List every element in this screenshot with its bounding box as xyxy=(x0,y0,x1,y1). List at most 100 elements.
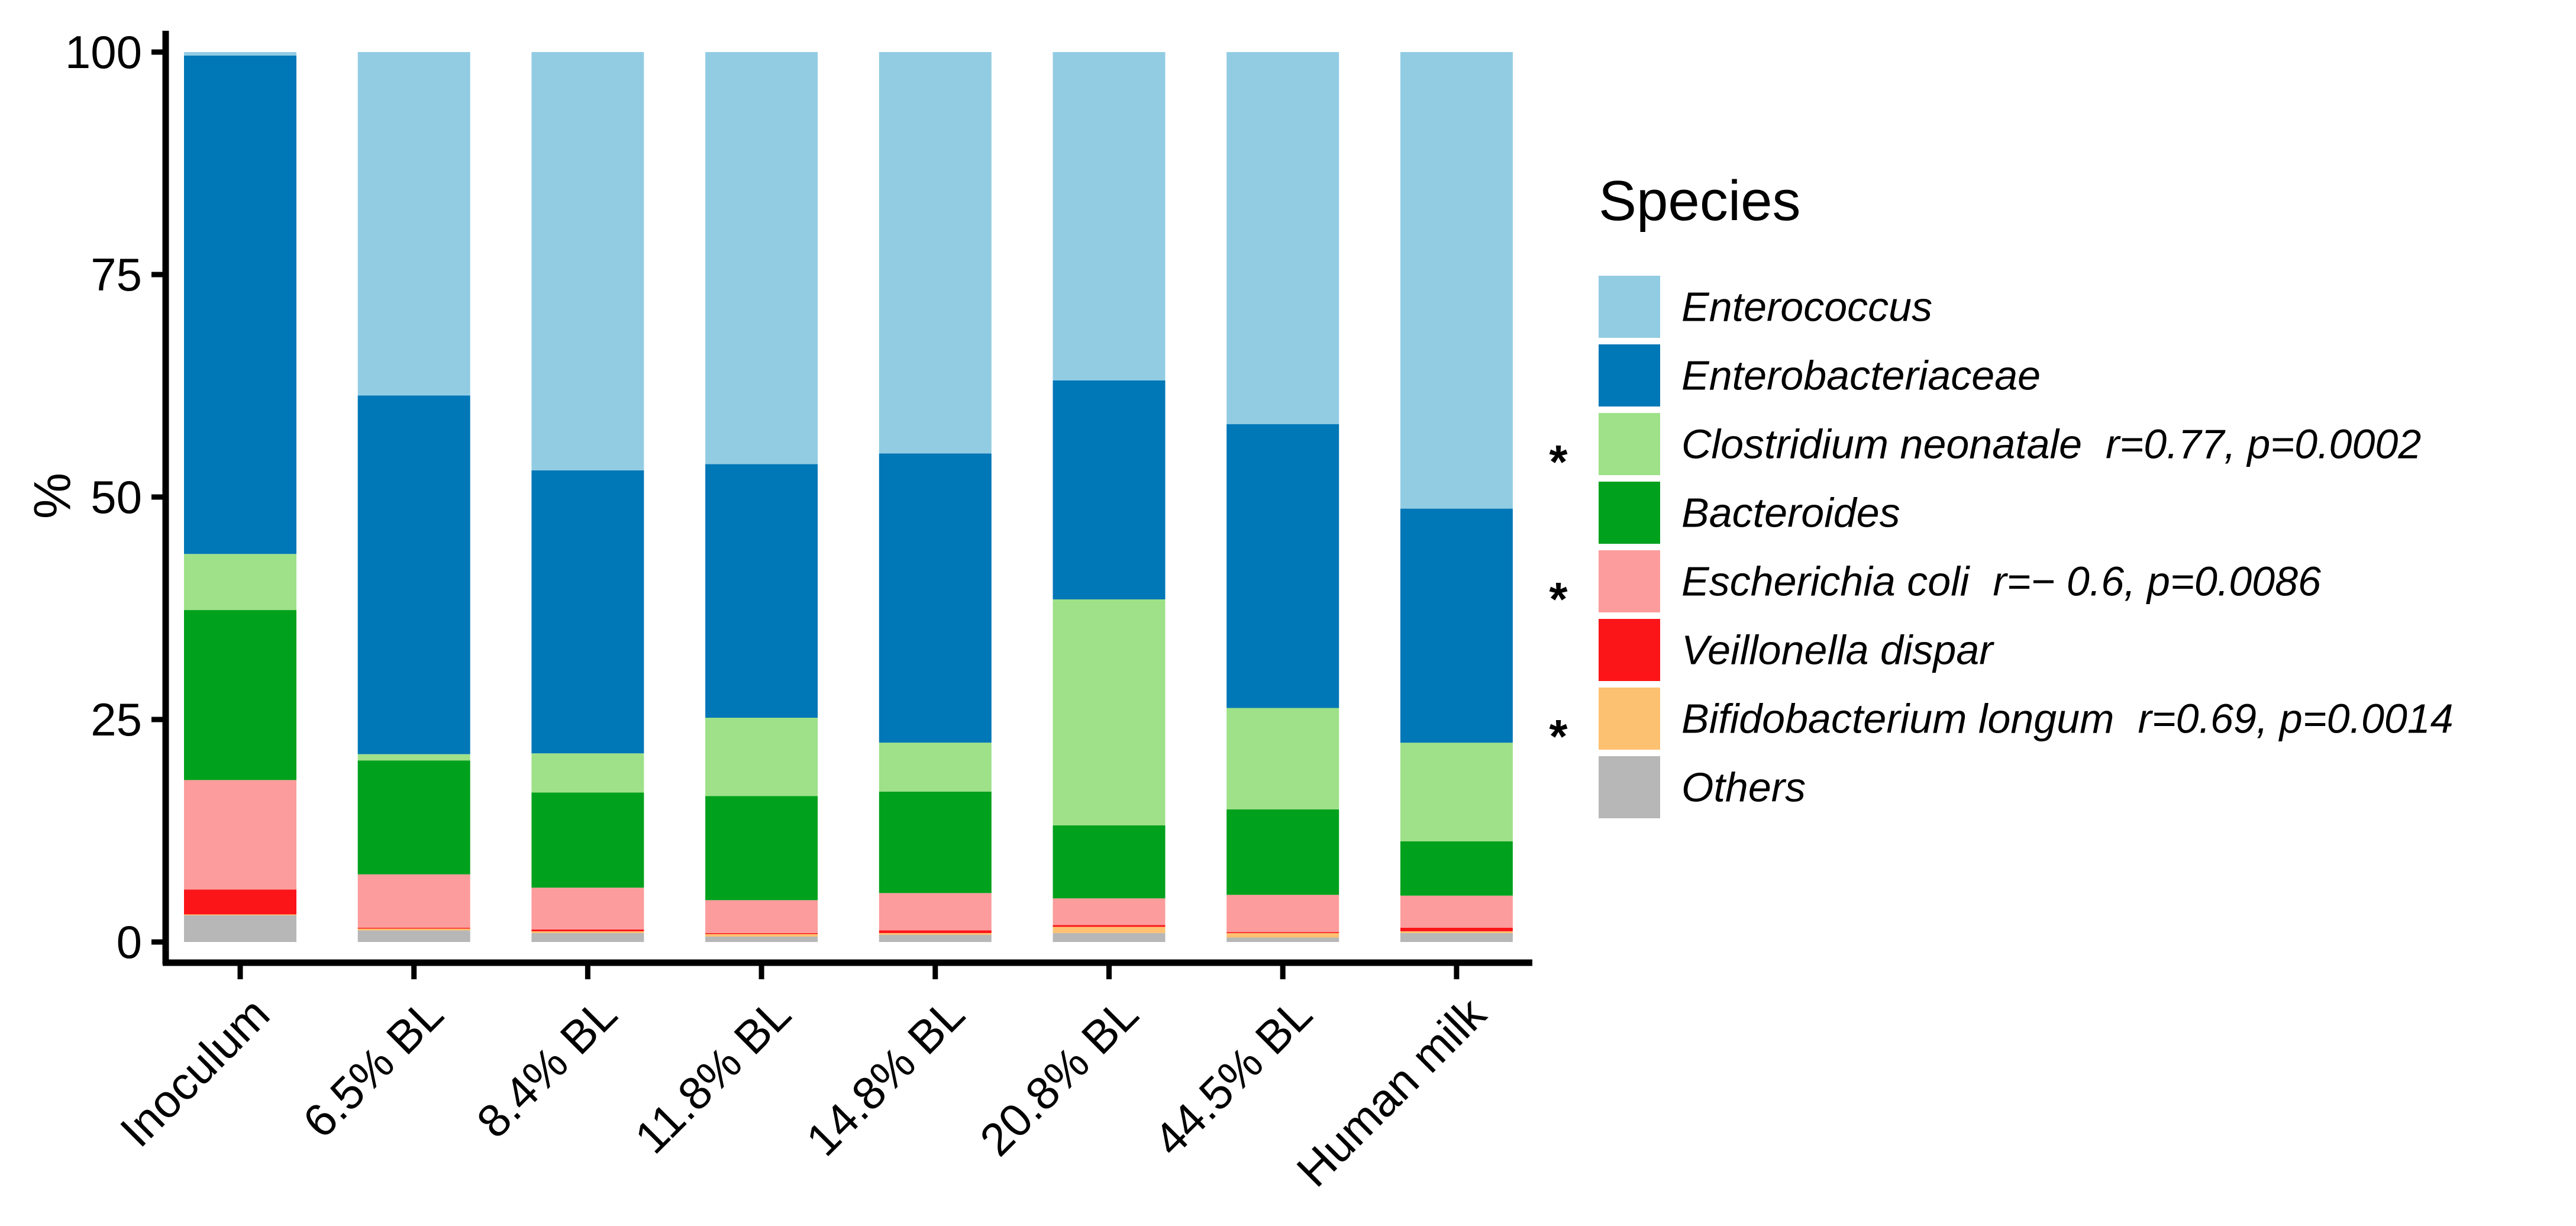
legend-label: Clostridium neonatale xyxy=(1681,421,2082,467)
bar-segment-enterobacteriaceae xyxy=(1053,380,1166,599)
legend-stat: r=0.77, p=0.0002 xyxy=(2106,421,2421,467)
y-tick-label: 100 xyxy=(65,26,142,78)
bars-group xyxy=(184,52,1513,942)
bar-segment-bifidobacterium-longum xyxy=(1400,931,1513,933)
significance-star: * xyxy=(1549,435,1568,488)
legend-key xyxy=(1599,756,1660,818)
x-tick-label: Human milk xyxy=(1287,987,1496,1196)
bar-segment-enterococcus xyxy=(705,52,818,464)
bar-segment-clostridium-neonatale xyxy=(1226,708,1339,809)
bar-segment-bacteroides xyxy=(879,791,992,893)
legend-item-others: Others xyxy=(1599,756,1806,818)
bar-segment-bacteroides xyxy=(357,760,470,875)
bar-stack-44-5-bl xyxy=(1226,52,1339,942)
bar-segment-bacteroides xyxy=(1053,825,1166,899)
x-tick-label: 6.5% BL xyxy=(293,988,453,1148)
bar-segment-veillonella-dispar xyxy=(705,933,818,934)
bar-segment-clostridium-neonatale xyxy=(879,743,992,792)
bar-segment-enterobacteriaceae xyxy=(705,464,818,718)
y-ticks-group: 0 25 50 75 100 xyxy=(65,26,166,968)
bar-segment-escherichia-coli xyxy=(705,900,818,933)
bar-segment-clostridium-neonatale xyxy=(1400,743,1513,841)
y-tick-label: 50 xyxy=(91,471,142,523)
legend-key xyxy=(1599,688,1660,750)
bar-segment-clostridium-neonatale xyxy=(184,554,296,611)
bar-segment-bifidobacterium-longum xyxy=(705,934,818,937)
bar-segment-enterobacteriaceae xyxy=(357,395,470,754)
bar-stack-20-8-bl xyxy=(1053,52,1166,942)
bar-segment-veillonella-dispar xyxy=(1400,927,1513,931)
bar-segment-enterococcus xyxy=(1226,52,1339,424)
bar-segment-enterococcus xyxy=(184,52,296,56)
legend-label: Others xyxy=(1681,764,1806,811)
legend-item-veillonella-dispar: Veillonella dispar xyxy=(1599,619,1994,681)
bar-segment-enterobacteriaceae xyxy=(1400,508,1513,743)
legend-label: Veillonella dispar xyxy=(1681,627,1994,673)
bar-segment-veillonella-dispar xyxy=(357,927,470,929)
x-tick-label: 44.5% BL xyxy=(1144,988,1322,1166)
bar-segment-clostridium-neonatale xyxy=(705,718,818,796)
bar-segment-others xyxy=(357,930,470,942)
bar-segment-others xyxy=(184,915,296,942)
legend-label: Bacteroides xyxy=(1681,490,1900,536)
bar-segment-enterococcus xyxy=(1053,52,1166,380)
bar-segment-enterobacteriaceae xyxy=(1226,424,1339,708)
y-tick-label: 0 xyxy=(117,916,142,968)
bar-segment-bifidobacterium-longum xyxy=(879,933,992,935)
bar-stack-inoculum xyxy=(184,52,296,942)
legend-key xyxy=(1599,550,1660,612)
legend-item-bifidobacterium-longum: * Bifidobacterium longum r=0.69, p=0.0014 xyxy=(1549,688,2454,763)
bar-segment-enterococcus xyxy=(879,52,992,454)
legend-key xyxy=(1599,482,1660,544)
bar-segment-bifidobacterium-longum xyxy=(531,931,644,933)
y-axis-label: % xyxy=(23,473,82,519)
bar-segment-escherichia-coli xyxy=(1053,898,1166,925)
bar-segment-veillonella-dispar xyxy=(1053,925,1166,927)
bar-segment-escherichia-coli xyxy=(1400,895,1513,928)
x-tick-label: Inoculum xyxy=(110,988,279,1157)
significance-star: * xyxy=(1549,573,1568,625)
bar-segment-bacteroides xyxy=(705,796,818,901)
legend: Species Enterococcus Enterobacteriaceae * C… xyxy=(1549,169,2454,818)
bar-segment-bacteroides xyxy=(531,792,644,888)
bar-segment-clostridium-neonatale xyxy=(1053,599,1166,825)
bar-segment-enterobacteriaceae xyxy=(879,453,992,743)
bar-segment-enterobacteriaceae xyxy=(184,56,296,554)
legend-key xyxy=(1599,276,1660,338)
bar-segment-clostridium-neonatale xyxy=(357,754,470,761)
y-tick-label: 25 xyxy=(91,693,142,746)
legend-label: Enterobacteriaceae xyxy=(1681,353,2041,399)
bar-segment-enterococcus xyxy=(1400,52,1513,509)
bar-segment-others xyxy=(705,937,818,942)
bar-segment-bacteroides xyxy=(184,610,296,780)
bar-segment-enterococcus xyxy=(531,52,644,470)
x-tick-label: 14.8% BL xyxy=(796,988,974,1166)
bar-stack-6-5-bl xyxy=(357,52,470,942)
bar-segment-others xyxy=(879,935,992,942)
y-tick-label: 75 xyxy=(91,249,142,301)
bar-segment-bifidobacterium-longum xyxy=(1053,927,1166,933)
bar-segment-others xyxy=(1053,933,1166,942)
legend-key xyxy=(1599,619,1660,681)
bar-segment-veillonella-dispar xyxy=(1226,932,1339,933)
bar-segment-veillonella-dispar xyxy=(184,889,296,915)
legend-key xyxy=(1599,413,1660,475)
legend-label: Enterococcus xyxy=(1681,284,1932,330)
bar-segment-others xyxy=(1400,933,1513,942)
bar-segment-bifidobacterium-longum xyxy=(184,914,296,915)
legend-item-enterobacteriaceae: Enterobacteriaceae xyxy=(1599,344,2041,406)
legend-stat: r=− 0.6, p=0.0086 xyxy=(1993,559,2321,605)
bar-segment-escherichia-coli xyxy=(531,888,644,930)
bar-segment-others xyxy=(531,933,644,942)
bar-stack-14-8-bl xyxy=(879,52,992,942)
x-tick-label: 8.4% BL xyxy=(467,988,627,1148)
bar-segment-escherichia-coli xyxy=(879,893,992,931)
legend-item-clostridium-neonatale: * Clostridium neonatale r=0.77, p=0.0002 xyxy=(1549,413,2421,488)
bar-segment-enterococcus xyxy=(357,52,470,396)
bar-segment-veillonella-dispar xyxy=(879,930,992,933)
legend-stat: r=0.69, p=0.0014 xyxy=(2138,696,2453,742)
bar-segment-enterobacteriaceae xyxy=(531,470,644,754)
x-tick-label: 11.8% BL xyxy=(625,988,800,1163)
